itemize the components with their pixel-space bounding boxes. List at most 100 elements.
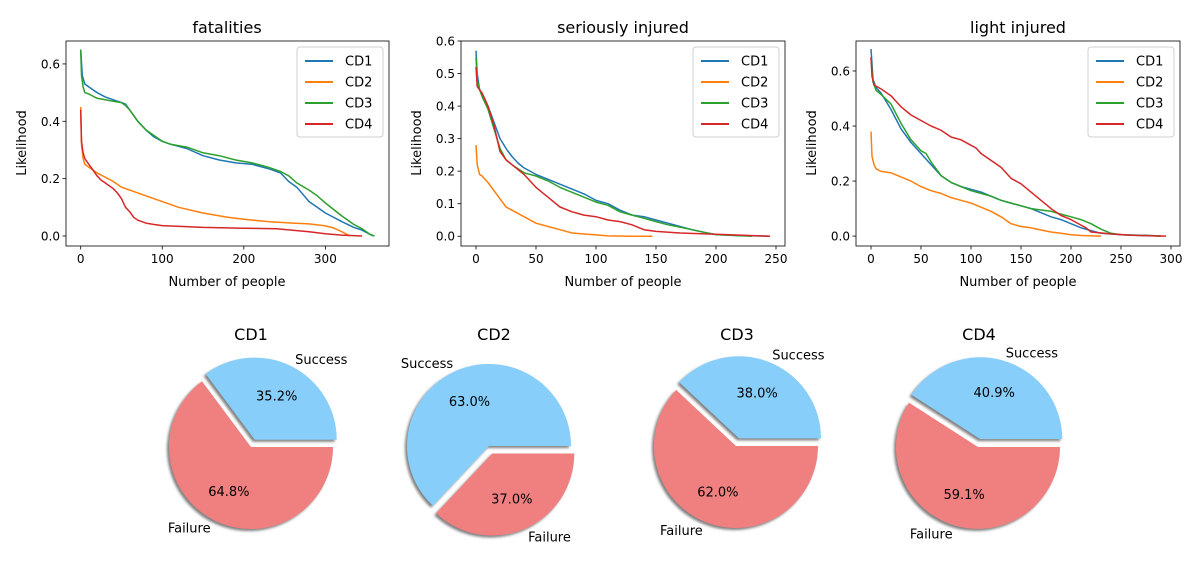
series-line-cd2	[475, 145, 653, 237]
pie-slice-success	[407, 363, 571, 506]
legend-box	[296, 46, 384, 138]
series-line-cd2	[79, 106, 351, 237]
pie-chart-cd3: CD3 38.0% Success 62.0% Failure	[652, 325, 825, 539]
pie-slice-failure	[436, 453, 575, 536]
pie-slice-success	[911, 357, 1063, 440]
y-tick-label: 0.6	[436, 35, 455, 49]
pie-chart-cd4: CD4 40.9% Success 59.1% Failure	[894, 325, 1063, 543]
x-tick-label: 0	[867, 252, 875, 266]
x-tick-label: 50	[913, 252, 928, 266]
pie-percent-label: 64.8%	[208, 485, 249, 500]
pie-chart-cd2: CD2 63.0% Success 37.0% Failure	[401, 325, 575, 545]
chart-title: light injured	[970, 18, 1066, 37]
legend-label-cd4: CD4	[1136, 118, 1163, 133]
pie-title: CD1	[234, 325, 268, 344]
series-lines	[475, 50, 771, 237]
x-tick-label: 200	[232, 252, 255, 266]
pie-percent-label: 63.0%	[449, 395, 490, 410]
pie-slice-label: Failure	[910, 528, 953, 543]
pie-title: CD2	[477, 325, 511, 344]
x-tick-label: 100	[960, 252, 983, 266]
x-tick-label: 250	[1110, 252, 1133, 266]
pie-percent-label: 35.2%	[256, 390, 297, 405]
series-line-cd2	[870, 131, 1102, 237]
legend-label-cd1: CD1	[741, 55, 768, 70]
series-line-cd4	[475, 66, 771, 237]
x-tick-label: 100	[585, 252, 608, 266]
pie-slice-label: Success	[1006, 347, 1059, 362]
pie-chart-cd1: CD1 35.2% Success 64.8% Failure	[167, 325, 348, 537]
legend-label-cd2: CD2	[345, 76, 372, 91]
x-tick-label: 150	[645, 252, 668, 266]
axes-frame	[460, 40, 786, 247]
pie-percent-label: 59.1%	[943, 488, 984, 503]
pie-slice-success	[205, 357, 337, 440]
pie-title: CD3	[720, 325, 754, 344]
y-tick-label: 0.5	[436, 67, 455, 81]
series-lines	[870, 48, 1167, 237]
x-axis-label: Number of people	[168, 275, 285, 290]
y-tick-label: 0.6	[41, 57, 60, 71]
series-line-cd3	[475, 57, 753, 237]
y-tick-label: 0.1	[436, 197, 455, 211]
pie-percent-label: 62.0%	[697, 486, 738, 501]
pie-slice-label: Failure	[528, 530, 571, 545]
axes-frame	[855, 40, 1181, 247]
legend: CD1 CD2 CD3 CD4	[692, 46, 780, 138]
y-tick-label: 0.4	[436, 100, 455, 114]
series-line-cd3	[870, 57, 1162, 237]
legend: CD1 CD2 CD3 CD4	[296, 46, 384, 138]
pie-slice-label: Failure	[660, 524, 703, 539]
chart-title: fatalities	[192, 18, 261, 37]
x-tick-label: 300	[1160, 252, 1183, 266]
line-chart-light-injured: light injured Number of people Likelihoo…	[805, 18, 1182, 290]
y-tick-label: 0.2	[436, 165, 455, 179]
pie-slice-failure	[169, 381, 334, 530]
x-tick-label: 150	[1010, 252, 1033, 266]
legend-label-cd1: CD1	[345, 55, 372, 70]
y-tick-label: 0.0	[831, 230, 850, 244]
y-tick-label: 0.0	[41, 229, 60, 243]
y-tick-label: 0.6	[831, 64, 850, 78]
pie-slice-label: Failure	[168, 522, 211, 537]
y-tick-label: 0.4	[41, 115, 60, 129]
pie-slice-label: Success	[401, 357, 454, 372]
pie-percent-label: 38.0%	[736, 387, 777, 402]
legend-label-cd3: CD3	[345, 97, 372, 112]
axes-frame	[65, 40, 390, 247]
x-axis-label: Number of people	[564, 275, 681, 290]
legend-box	[692, 46, 780, 138]
pie-slice-failure	[653, 389, 818, 529]
series-line-cd3	[79, 49, 375, 237]
pie-slice-label: Success	[772, 349, 825, 364]
x-tick-label: 0	[77, 252, 85, 266]
series-line-cd4	[79, 109, 363, 237]
y-tick-label: 0.2	[41, 172, 60, 186]
legend-label-cd4: CD4	[741, 118, 768, 133]
x-axis-label: Number of people	[959, 275, 1076, 290]
series-line-cd1	[79, 49, 375, 237]
x-tick-label: 250	[765, 252, 788, 266]
x-tick-label: 200	[1060, 252, 1083, 266]
line-chart-fatalities: fatalities Number of people Likelihood 0…	[15, 18, 390, 290]
pie-percent-label: 37.0%	[491, 493, 532, 508]
x-tick-label: 100	[151, 252, 174, 266]
legend-label-cd3: CD3	[1136, 97, 1163, 112]
legend-label-cd4: CD4	[345, 118, 372, 133]
legend: CD1 CD2 CD3 CD4	[1087, 46, 1175, 138]
legend-label-cd1: CD1	[1136, 55, 1163, 70]
y-tick-label: 0.2	[831, 175, 850, 189]
x-tick-label: 300	[314, 252, 337, 266]
series-line-cd4	[870, 57, 1167, 237]
legend-label-cd2: CD2	[741, 76, 768, 91]
x-tick-label: 0	[472, 252, 480, 266]
y-axis-label: Likelihood	[15, 110, 30, 176]
y-axis-label: Likelihood	[410, 110, 425, 176]
pie-slice-label: Success	[295, 353, 348, 368]
legend-label-cd3: CD3	[741, 97, 768, 112]
pie-slice-success	[679, 356, 822, 439]
pie-title: CD4	[962, 325, 996, 344]
y-tick-label: 0.3	[436, 132, 455, 146]
chart-title: seriously injured	[557, 18, 689, 37]
